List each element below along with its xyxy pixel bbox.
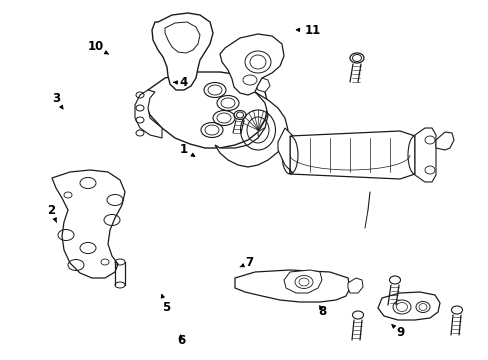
Polygon shape bbox=[435, 132, 453, 150]
Polygon shape bbox=[254, 78, 269, 92]
Text: 2: 2 bbox=[47, 204, 57, 222]
Text: 10: 10 bbox=[87, 40, 108, 54]
Polygon shape bbox=[152, 13, 213, 90]
Polygon shape bbox=[377, 292, 439, 320]
Text: 5: 5 bbox=[161, 294, 170, 314]
Text: 6: 6 bbox=[177, 334, 184, 347]
Text: 9: 9 bbox=[391, 325, 404, 339]
Text: 3: 3 bbox=[52, 93, 63, 109]
Polygon shape bbox=[258, 128, 271, 142]
Polygon shape bbox=[52, 170, 125, 278]
Polygon shape bbox=[145, 72, 267, 148]
Polygon shape bbox=[284, 270, 321, 293]
Text: 4: 4 bbox=[173, 76, 187, 89]
Polygon shape bbox=[414, 128, 435, 182]
Polygon shape bbox=[289, 131, 414, 179]
Text: 8: 8 bbox=[318, 305, 326, 318]
Text: 1: 1 bbox=[179, 143, 194, 156]
Polygon shape bbox=[347, 278, 362, 293]
Polygon shape bbox=[220, 34, 284, 95]
Text: 11: 11 bbox=[296, 24, 321, 37]
Polygon shape bbox=[215, 92, 287, 167]
Polygon shape bbox=[235, 270, 349, 302]
Text: 7: 7 bbox=[240, 256, 253, 269]
Polygon shape bbox=[164, 22, 200, 53]
Polygon shape bbox=[278, 128, 292, 173]
Polygon shape bbox=[135, 90, 162, 138]
